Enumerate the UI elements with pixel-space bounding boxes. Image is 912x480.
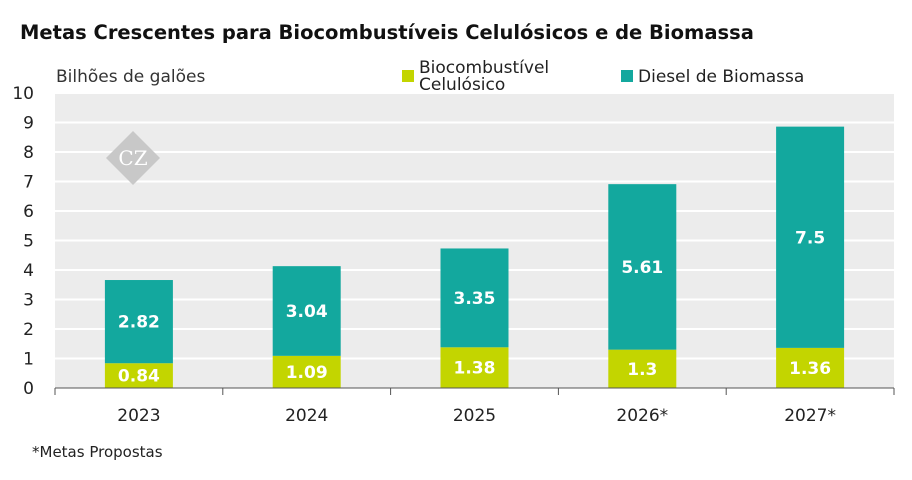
bar-celulosico [608,349,677,388]
legend-swatch [621,70,633,82]
chart-title: Metas Crescentes para Biocombustíveis Ce… [20,21,754,44]
bar-biomassa [776,126,845,348]
y-tick-label: 7 [23,173,34,193]
bar-celulosico [440,347,509,388]
data-label: 3.35 [454,289,496,309]
data-label: 0.84 [118,367,160,387]
x-tick-label: 2027* [784,406,836,426]
data-label: 7.5 [795,228,825,248]
data-label: 5.61 [621,258,663,278]
x-tick-label: 2025 [453,406,496,426]
footnote: *Metas Propostas [32,443,163,461]
y-tick-label: 4 [23,261,34,281]
bar-biomassa [440,248,509,348]
watermark-text: CZ [118,146,147,170]
y-tick-label: 0 [23,379,34,399]
y-tick-label: 1 [23,350,34,370]
bar-celulosico [272,355,341,388]
data-label: 1.38 [454,359,496,379]
bar-biomassa [608,184,677,350]
x-tick-label: 2023 [117,406,160,426]
y-tick-label: 5 [23,232,34,252]
data-label: 3.04 [286,302,328,322]
y-tick-label: 8 [23,143,34,163]
y-axis-ticks: 0 1 2 3 4 5 6 7 8 9 10 [12,84,34,399]
bar-biomassa [104,280,173,364]
bar-celulosico [104,363,173,388]
bar-biomassa [272,266,341,356]
watermark-diamond [106,131,160,185]
bar-celulosico [776,347,845,388]
y-tick-label: 10 [12,84,34,104]
legend-label: Celulósico [419,75,505,95]
x-axis: 2023 2024 2025 2026* 2027* [54,387,895,426]
y-tick-label: 6 [23,202,34,222]
y-tick-label: 3 [23,291,34,311]
legend-swatch [402,70,414,82]
y-tick-label: 9 [23,114,34,134]
x-tick-label: 2024 [285,406,328,426]
watermark-logo: CZ [106,131,160,185]
bars: 0.84 2.82 1.09 3.04 1.38 3.35 1.3 5.61 1.36 7.5 [104,126,845,388]
y-axis-label: Bilhões de galões [56,67,205,87]
y-tick-label: 2 [23,320,34,340]
legend-label: Diesel de Biomassa [638,67,804,87]
data-label: 2.82 [118,313,160,333]
data-label: 1.3 [627,360,657,380]
legend-label: Biocombustível [419,58,549,78]
data-label: 1.09 [286,363,328,383]
x-tick-label: 2026* [616,406,668,426]
data-label: 1.36 [789,359,831,379]
